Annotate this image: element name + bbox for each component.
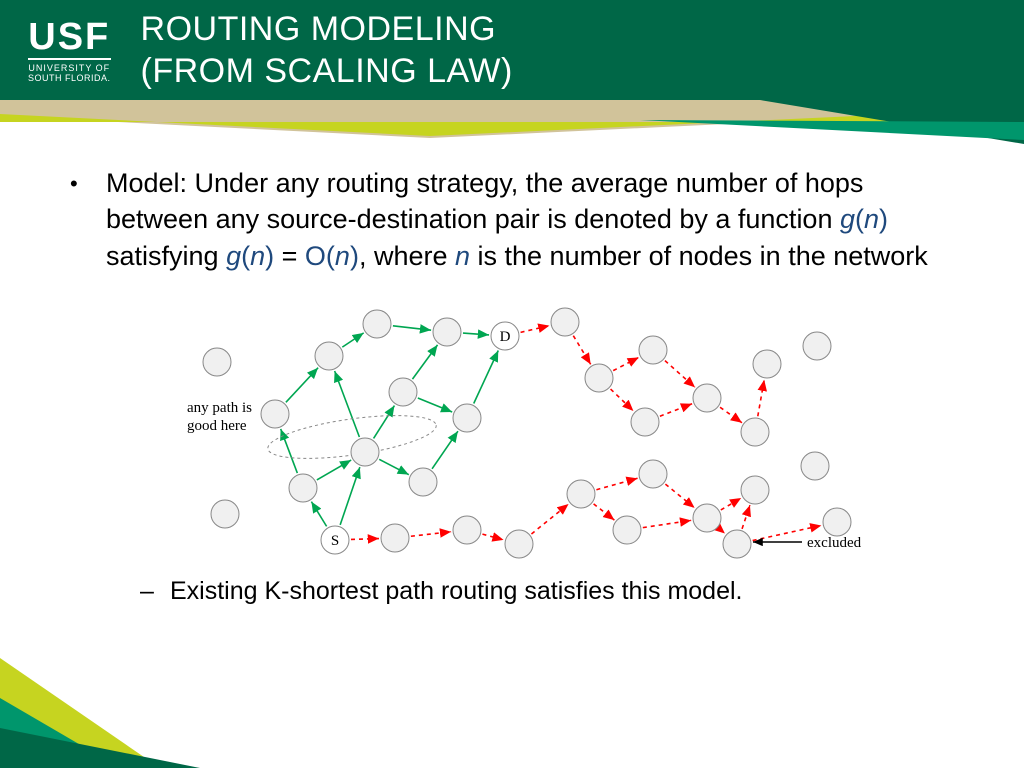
edge <box>317 460 351 480</box>
slide-header: USF UNIVERSITY OF SOUTH FLORIDA. ROUTING… <box>0 0 1024 100</box>
edge <box>613 358 639 371</box>
edge <box>482 534 503 540</box>
edge <box>665 361 695 388</box>
edge <box>643 521 691 528</box>
edge <box>660 404 692 416</box>
edge <box>286 368 318 403</box>
node <box>741 476 769 504</box>
slide-content: • Model: Under any routing strategy, the… <box>70 165 964 606</box>
node <box>505 530 533 558</box>
edge <box>342 333 363 347</box>
sub-bullet-marker: – <box>140 577 170 606</box>
node <box>551 308 579 336</box>
edge <box>719 529 725 534</box>
node-label: D <box>500 329 511 345</box>
bullet-marker: • <box>70 165 106 274</box>
node <box>389 378 417 406</box>
network-diagram: D Sany path is good here excluded <box>167 292 867 567</box>
edge <box>521 326 550 333</box>
header-swoosh <box>0 100 1024 160</box>
node <box>315 342 343 370</box>
node <box>823 508 851 536</box>
bullet-text: Model: Under any routing strategy, the a… <box>106 165 964 274</box>
annotation-text: excluded <box>807 535 862 551</box>
sub-bullet-text: Existing K-shortest path routing satisfi… <box>170 577 743 606</box>
edge <box>311 502 326 527</box>
node <box>351 438 379 466</box>
node <box>433 318 461 346</box>
node <box>567 480 595 508</box>
edge <box>463 333 489 335</box>
edge <box>393 326 431 330</box>
logo-main: USF <box>28 18 111 60</box>
node <box>381 524 409 552</box>
node <box>753 350 781 378</box>
node-label: S <box>331 533 339 549</box>
logo-sub1: UNIVERSITY OF <box>28 63 111 73</box>
node <box>741 418 769 446</box>
edge <box>573 336 590 365</box>
edge <box>351 539 379 540</box>
node <box>631 408 659 436</box>
edge <box>335 371 360 437</box>
network-diagram-wrap: D Sany path is good here excluded <box>70 292 964 567</box>
node <box>585 364 613 392</box>
node <box>693 504 721 532</box>
node <box>453 404 481 432</box>
node <box>639 460 667 488</box>
node <box>693 384 721 412</box>
annotation-text: good here <box>187 418 247 434</box>
edge <box>665 484 694 508</box>
node <box>453 516 481 544</box>
edge <box>742 505 750 529</box>
footer-triangles <box>0 648 300 768</box>
node <box>613 516 641 544</box>
edge <box>379 460 409 475</box>
sub-bullet: – Existing K-shortest path routing satis… <box>140 577 964 606</box>
node <box>803 332 831 360</box>
edge <box>411 532 451 536</box>
node <box>203 348 231 376</box>
usf-logo: USF UNIVERSITY OF SOUTH FLORIDA. <box>28 18 111 83</box>
main-bullet: • Model: Under any routing strategy, the… <box>70 165 964 274</box>
node <box>723 530 751 558</box>
logo-sub2: SOUTH FLORIDA. <box>28 73 111 83</box>
edge <box>721 498 741 510</box>
node <box>363 310 391 338</box>
edge <box>594 504 615 520</box>
edge <box>374 406 395 439</box>
node <box>211 500 239 528</box>
edge <box>474 351 499 404</box>
edge <box>418 398 452 412</box>
node <box>639 336 667 364</box>
annotation-text: any path is <box>187 400 252 416</box>
node <box>261 400 289 428</box>
slide-title: ROUTING MODELING (FROM SCALING LAW) <box>141 8 513 93</box>
edge <box>412 345 437 379</box>
edge <box>611 389 634 411</box>
node <box>409 468 437 496</box>
edge <box>531 504 568 534</box>
edge <box>340 467 360 525</box>
edge <box>758 380 764 416</box>
node <box>289 474 317 502</box>
node <box>801 452 829 480</box>
edge <box>720 408 742 424</box>
edge <box>596 479 637 490</box>
edge <box>432 431 458 469</box>
